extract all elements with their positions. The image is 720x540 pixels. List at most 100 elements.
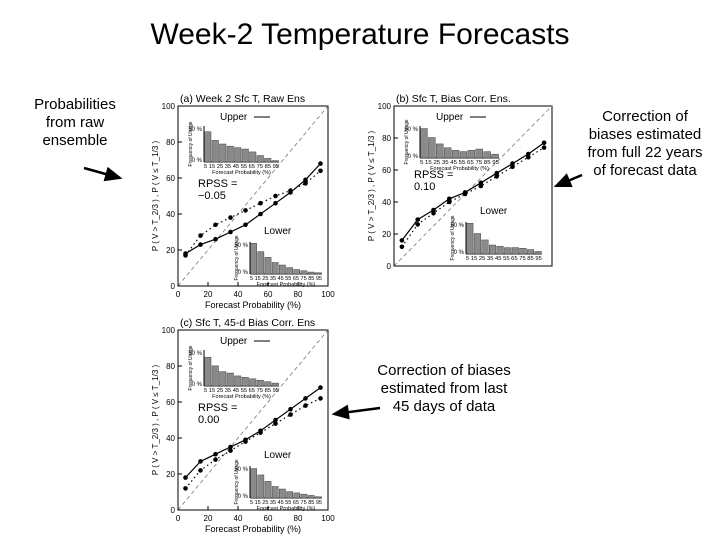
inset-upper-bar	[219, 143, 227, 163]
inset-upper-bar	[226, 372, 234, 387]
arrow-full	[553, 173, 583, 188]
data-point-lower	[243, 437, 248, 443]
inset-lower-ymin-label: 0 %	[454, 250, 465, 256]
inset-upper-bar	[226, 145, 234, 163]
diagonal-reference-line	[393, 105, 553, 267]
inset-upper-xlabel: Forecast Probability (%)	[212, 170, 271, 176]
data-point-upper	[399, 244, 405, 250]
inset-lower-ymax-label: 50 %	[234, 243, 248, 249]
data-point-lower	[198, 459, 203, 464]
rpss-label: RPSS =	[198, 402, 237, 414]
inset-upper-bar	[264, 158, 272, 163]
inset-upper-tick-labels: 5 15 25 35 45 55 65 75 85 95	[204, 388, 279, 394]
data-point-lower	[273, 417, 278, 423]
y-tick-label: 60	[382, 166, 391, 175]
data-point-upper	[258, 200, 263, 206]
y-tick-label: 40	[166, 434, 175, 443]
inset-lower-bar	[473, 233, 481, 255]
inset-lower-bar	[466, 223, 474, 255]
data-point-upper	[510, 164, 515, 170]
x-tick-label: 80	[294, 514, 303, 523]
inset-upper-title: Frequency of Usage	[404, 119, 410, 164]
data-point-lower	[198, 242, 203, 247]
series-line-upper	[401, 147, 545, 248]
data-point-upper	[478, 183, 484, 189]
data-point-upper	[526, 154, 531, 160]
annotation-line: Correction of	[602, 108, 688, 125]
y-tick-label: 100	[162, 326, 176, 335]
annotation-full-22-years: Correction of biases estimated from full…	[572, 108, 718, 180]
inset-upper-bar	[249, 151, 257, 163]
x-tick-label: 60	[264, 290, 273, 299]
arrow-last45	[331, 404, 381, 420]
data-point-lower	[431, 207, 436, 213]
y-axis-label: P ( V > T_2/3 ) , P ( V ≤ T_1/3 )	[151, 141, 160, 252]
inset-lower-bar	[250, 243, 257, 275]
annotation-line: ensemble	[42, 132, 108, 149]
data-point-lower	[541, 140, 547, 146]
chart-title: (a) Week 2 Sfc T, Raw Ens	[180, 93, 305, 105]
annotation-line: from raw	[45, 114, 105, 131]
inset-lower-ymax-label: 50 %	[234, 467, 248, 473]
data-point-upper	[303, 181, 308, 186]
inset-lower-bar	[534, 251, 542, 255]
y-tick-label: 40	[382, 198, 391, 207]
data-point-lower	[510, 161, 515, 166]
annotation-line: from full 22 years	[587, 144, 703, 161]
inset-upper-bar	[211, 365, 219, 387]
data-point-upper	[198, 468, 203, 473]
inset-upper-bar	[436, 143, 444, 159]
inset-upper-bar	[219, 371, 227, 387]
data-point-upper	[243, 208, 248, 213]
y-tick-label: 0	[171, 282, 176, 291]
y-tick-label: 20	[382, 230, 391, 239]
inset-lower-bar	[504, 247, 512, 255]
x-tick-label: 100	[321, 290, 335, 299]
arrow-raw	[83, 166, 123, 182]
chart-title: (b) Sfc T, Bias Corr. Ens.	[396, 93, 511, 105]
data-point-lower	[494, 170, 499, 176]
inset-upper-bar	[241, 377, 249, 387]
plot-frame	[177, 105, 329, 287]
inset-upper-bar	[475, 148, 483, 159]
inset-lower-bar	[315, 272, 322, 275]
inset-upper-bar	[428, 137, 436, 159]
inset-lower-ymax-label: 50 %	[450, 223, 464, 229]
data-point-upper	[273, 421, 278, 426]
inset-lower-bar	[526, 249, 535, 255]
inset-upper-bar	[204, 356, 212, 387]
x-axis-label: Forecast Probability (%)	[205, 524, 301, 534]
upper-label: Upper	[220, 336, 248, 347]
data-point-lower	[243, 222, 248, 228]
inset-lower-title: Frequency of Usage	[234, 459, 240, 504]
inset-upper-tick-labels: 5 15 25 35 45 55 65 75 85 95	[204, 164, 279, 170]
inset-upper-ymin-label: 0 %	[408, 154, 419, 160]
data-point-lower	[478, 180, 484, 186]
y-tick-label: 80	[166, 362, 175, 371]
data-point-upper	[183, 486, 188, 491]
inset-lower-xlabel: Forecast Probability (%)	[257, 506, 316, 512]
plot-frame	[177, 329, 329, 511]
inset-lower-bar	[271, 262, 279, 275]
inset-lower-bar	[257, 474, 265, 499]
inset-upper-xlabel: Forecast Probability (%)	[212, 394, 271, 400]
data-point-upper	[228, 448, 233, 453]
data-point-upper	[541, 145, 547, 150]
data-point-lower	[288, 190, 293, 195]
inset-lower-xlabel: Forecast Probability (%)	[257, 282, 316, 288]
inset-lower-ymin-label: 0 %	[238, 270, 249, 276]
inset-upper-bar	[264, 381, 272, 387]
inset-lower-bar	[300, 270, 308, 275]
inset-upper-bar	[271, 160, 279, 163]
data-point-lower	[213, 236, 218, 242]
rpss-value: 0.10	[414, 181, 435, 193]
x-tick-label: 100	[321, 514, 335, 523]
annotation-line: Probabilities	[34, 96, 116, 113]
rpss-label: RPSS =	[198, 178, 237, 190]
y-tick-label: 40	[166, 210, 175, 219]
rpss-value: 0.00	[198, 414, 219, 426]
data-point-upper	[431, 210, 436, 216]
chart-panel-b: (b) Sfc T, Bias Corr. Ens. 0 20 40 60 80 100 P …	[367, 93, 553, 271]
y-tick-label: 0	[171, 506, 176, 515]
